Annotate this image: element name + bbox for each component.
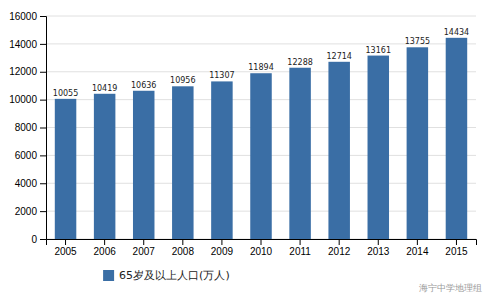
data-label: 10419: [92, 84, 117, 93]
annotation: 海宁中学地理组: [419, 283, 482, 293]
x-tick: 2015: [445, 239, 468, 257]
legend-label: 65岁及以上人口(万人): [119, 269, 230, 282]
x-tick-label: 2009: [211, 246, 234, 257]
y-tick-label: 4000: [15, 178, 38, 189]
x-tick-label: 2006: [94, 246, 117, 257]
legend-swatch: [103, 270, 114, 281]
y-tick: 12000: [9, 66, 46, 77]
x-tick-mark: [143, 239, 144, 245]
y-tick-mark: [40, 155, 46, 156]
x-tick-label: 2007: [133, 246, 156, 257]
x-tick-label: 2008: [172, 246, 195, 257]
bar: [172, 86, 194, 239]
x-tick: 2009: [211, 239, 234, 257]
x-tick-label: 2011: [289, 246, 311, 257]
bar: [289, 68, 311, 239]
x-tick-label: 2013: [367, 246, 390, 257]
y-tick-label: 0: [31, 234, 37, 245]
y-tick: 14000: [9, 39, 46, 50]
y-tick: 2000: [15, 206, 46, 217]
x-tick: 2012: [328, 239, 351, 257]
data-label: 11894: [248, 63, 273, 72]
data-label: 10956: [170, 76, 195, 85]
x-axis: 2005 2006 2007 2008 2009 2010 2011 2012 2013 2014…: [47, 239, 477, 257]
x-tick-mark: [456, 239, 457, 245]
y-tick-mark: [40, 239, 46, 240]
data-label: 10055: [53, 89, 78, 98]
bar: [211, 81, 233, 239]
y-tick-label: 6000: [15, 150, 38, 161]
y-tick-mark: [40, 211, 46, 212]
y-tick-label: 16000: [9, 11, 37, 22]
bar: [368, 56, 390, 239]
y-tick-label: 12000: [9, 66, 37, 77]
x-tick-mark: [221, 239, 222, 245]
y-tick-label: 2000: [15, 206, 38, 217]
bar: [328, 62, 350, 239]
grid-line: [46, 16, 476, 17]
x-tick-mark: [300, 239, 301, 245]
data-labels: 10055 10419 10636 10956 11307 11894 12288 12714…: [53, 28, 469, 98]
data-label: 13755: [405, 37, 430, 46]
x-tick: 2011: [289, 239, 311, 257]
y-tick: 10000: [9, 94, 46, 105]
y-tick-mark: [40, 128, 46, 129]
y-tick-label: 14000: [9, 39, 37, 50]
y-axis: 0 2000 4000 6000 8000 10000 12000 14000 16000: [9, 11, 46, 245]
data-label: 14434: [444, 28, 469, 37]
bar: [133, 91, 155, 239]
x-tick: 2010: [250, 239, 273, 257]
x-tick-mark: [104, 239, 105, 245]
x-tick-mark: [417, 239, 418, 245]
y-tick: 6000: [15, 150, 46, 161]
x-tick: 2007: [133, 239, 156, 257]
y-tick: 8000: [15, 122, 46, 133]
data-label: 11307: [209, 71, 234, 80]
x-tick: 2006: [94, 239, 117, 257]
bar: [250, 73, 272, 239]
y-tick-mark: [40, 16, 46, 17]
y-tick-label: 10000: [9, 94, 37, 105]
y-axis-line: [40, 17, 47, 240]
x-tick-label: 2014: [406, 246, 429, 257]
data-label: 12288: [287, 58, 312, 67]
y-tick-mark: [40, 72, 46, 73]
x-tick-mark: [261, 239, 262, 245]
data-label: 12714: [326, 52, 351, 61]
chart: 10055 10419 10636 10956 11307 11894 12288 12714…: [0, 0, 490, 297]
legend-item: 65岁及以上人口(万人): [103, 269, 230, 282]
x-tick: 2013: [367, 239, 390, 257]
bars: [55, 38, 467, 239]
y-tick: 0: [31, 234, 46, 245]
bar: [446, 38, 468, 239]
x-tick: 2008: [172, 239, 195, 257]
y-tick-mark: [40, 100, 46, 101]
x-tick: 2005: [54, 239, 77, 257]
x-tick-mark: [182, 239, 183, 245]
x-tick-label: 2012: [328, 246, 351, 257]
x-tick-label: 2015: [445, 246, 468, 257]
y-tick-mark: [40, 183, 46, 184]
bar: [407, 47, 429, 239]
x-tick-mark: [378, 239, 379, 245]
x-axis-line: [47, 240, 477, 246]
plot: 10055 10419 10636 10956 11307 11894 12288 12714…: [9, 11, 476, 257]
y-tick-label: 8000: [15, 122, 38, 133]
x-tick: 2014: [406, 239, 429, 257]
data-label: 13161: [366, 46, 391, 55]
bar: [55, 99, 77, 239]
legend: 65岁及以上人口(万人): [103, 269, 230, 282]
y-tick: 16000: [9, 11, 46, 22]
x-tick-mark: [339, 239, 340, 245]
x-tick-mark: [65, 239, 66, 245]
x-tick-label: 2010: [250, 246, 273, 257]
data-label: 10636: [131, 81, 156, 90]
grid: [46, 16, 476, 239]
y-tick-mark: [40, 44, 46, 45]
bar: [94, 94, 116, 239]
y-tick: 4000: [15, 178, 46, 189]
x-tick-label: 2005: [54, 246, 77, 257]
